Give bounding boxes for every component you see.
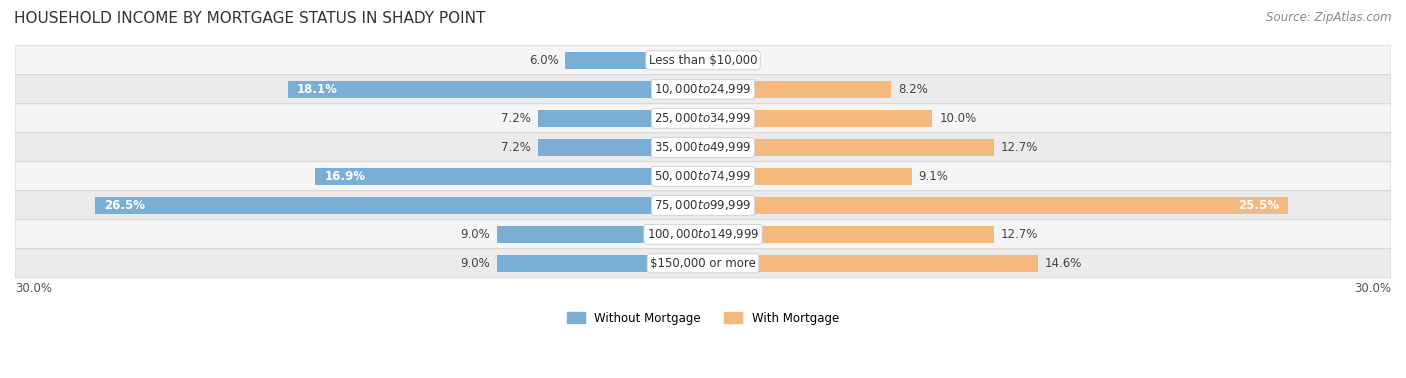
FancyBboxPatch shape [15, 133, 1391, 162]
Text: 14.6%: 14.6% [1045, 257, 1083, 270]
Text: Less than $10,000: Less than $10,000 [648, 54, 758, 67]
Bar [315, 167, 703, 185]
Text: 12.7%: 12.7% [1001, 228, 1039, 241]
Bar [288, 81, 703, 98]
FancyBboxPatch shape [15, 104, 1391, 133]
Text: $25,000 to $34,999: $25,000 to $34,999 [654, 111, 752, 125]
Text: $75,000 to $99,999: $75,000 to $99,999 [654, 198, 752, 212]
FancyBboxPatch shape [15, 220, 1391, 249]
Text: 9.0%: 9.0% [460, 228, 489, 241]
FancyBboxPatch shape [15, 162, 1391, 191]
Legend: Without Mortgage, With Mortgage: Without Mortgage, With Mortgage [562, 307, 844, 329]
Bar [703, 139, 994, 156]
Text: 7.2%: 7.2% [501, 141, 531, 154]
Text: HOUSEHOLD INCOME BY MORTGAGE STATUS IN SHADY POINT: HOUSEHOLD INCOME BY MORTGAGE STATUS IN S… [14, 11, 485, 26]
FancyBboxPatch shape [15, 249, 1391, 278]
Text: 6.0%: 6.0% [529, 54, 558, 67]
Bar [703, 167, 911, 185]
Text: 12.7%: 12.7% [1001, 141, 1039, 154]
Text: 16.9%: 16.9% [325, 170, 366, 183]
Bar [538, 139, 703, 156]
Text: 18.1%: 18.1% [297, 83, 337, 96]
Bar [496, 226, 703, 243]
FancyBboxPatch shape [15, 191, 1391, 220]
Text: 0.0%: 0.0% [710, 54, 740, 67]
Text: 30.0%: 30.0% [1354, 282, 1391, 295]
FancyBboxPatch shape [15, 75, 1391, 104]
FancyBboxPatch shape [15, 46, 1391, 75]
Text: Source: ZipAtlas.com: Source: ZipAtlas.com [1267, 11, 1392, 24]
Text: 8.2%: 8.2% [898, 83, 928, 96]
Text: 10.0%: 10.0% [939, 112, 976, 125]
Text: 25.5%: 25.5% [1237, 199, 1278, 212]
Text: 26.5%: 26.5% [104, 199, 145, 212]
Bar [565, 52, 703, 69]
Text: $50,000 to $74,999: $50,000 to $74,999 [654, 169, 752, 183]
Bar [538, 110, 703, 127]
Bar [703, 197, 1288, 214]
Bar [96, 197, 703, 214]
Bar [703, 255, 1038, 272]
Text: 9.1%: 9.1% [918, 170, 949, 183]
Bar [703, 226, 994, 243]
Text: $10,000 to $24,999: $10,000 to $24,999 [654, 82, 752, 96]
Bar [496, 255, 703, 272]
Bar [703, 81, 891, 98]
Bar [703, 110, 932, 127]
Text: $35,000 to $49,999: $35,000 to $49,999 [654, 140, 752, 154]
Text: 7.2%: 7.2% [501, 112, 531, 125]
Text: 30.0%: 30.0% [15, 282, 52, 295]
Text: 9.0%: 9.0% [460, 257, 489, 270]
Text: $100,000 to $149,999: $100,000 to $149,999 [647, 227, 759, 241]
Text: $150,000 or more: $150,000 or more [650, 257, 756, 270]
